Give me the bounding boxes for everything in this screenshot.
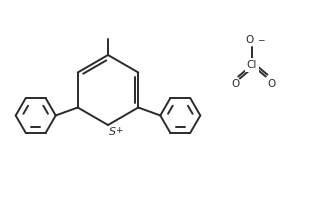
Text: O: O [231,79,239,89]
Text: O: O [268,79,276,89]
Text: Cl: Cl [247,60,257,70]
Text: −: − [257,35,264,44]
Text: O: O [246,35,254,45]
Text: S: S [109,127,116,137]
Text: +: + [115,126,123,135]
